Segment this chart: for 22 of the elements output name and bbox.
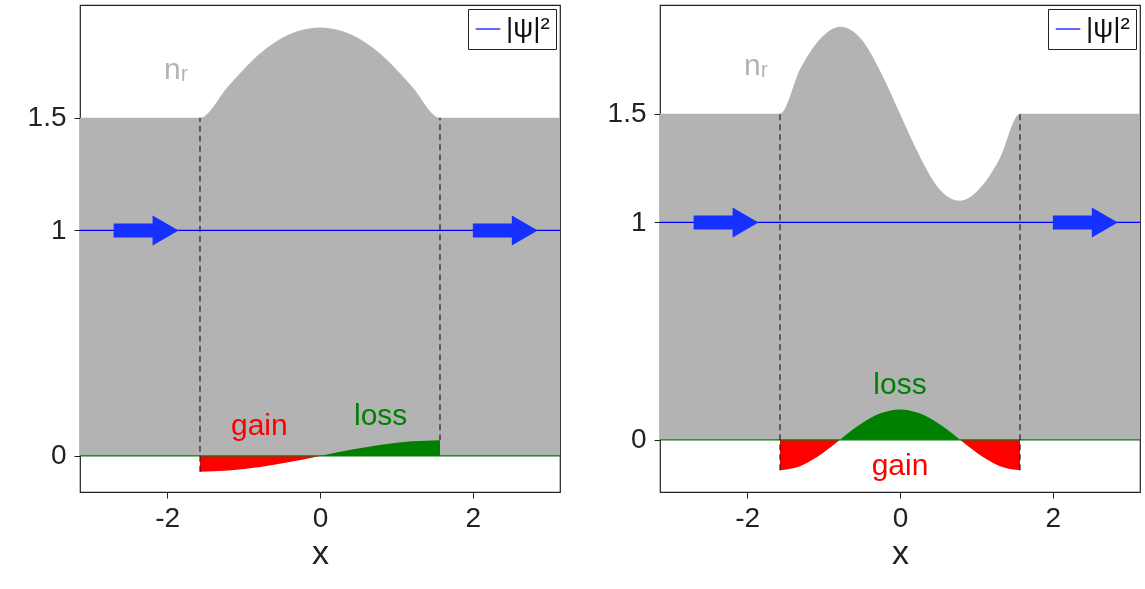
- x-axis-title: x: [312, 532, 329, 571]
- y-tick-label: 1: [50, 213, 67, 245]
- x-axis-title: x: [892, 532, 909, 571]
- legend-label: |ψ|²: [1086, 12, 1130, 43]
- x-tick-label: -2: [735, 501, 761, 533]
- x-tick-label: 0: [892, 501, 909, 533]
- y-tick-label: 1.5: [27, 101, 67, 133]
- annotation: loss: [354, 398, 408, 432]
- y-tick-label: 1.5: [607, 97, 647, 129]
- annotation: nᵣ: [164, 51, 188, 85]
- annotation: gain: [871, 447, 929, 481]
- annotation: nᵣ: [744, 47, 768, 81]
- y-tick-label: 0: [630, 423, 647, 455]
- y-tick-label: 1: [630, 205, 647, 237]
- x-tick-label: 0: [312, 501, 329, 533]
- annotation: gain: [230, 407, 288, 441]
- x-tick-label: 2: [465, 501, 482, 533]
- legend-label: |ψ|²: [506, 12, 550, 43]
- x-tick-label: -2: [155, 501, 181, 533]
- x-tick-label: 2: [1045, 501, 1062, 533]
- annotation: loss: [873, 367, 927, 401]
- y-tick-label: 0: [50, 439, 67, 471]
